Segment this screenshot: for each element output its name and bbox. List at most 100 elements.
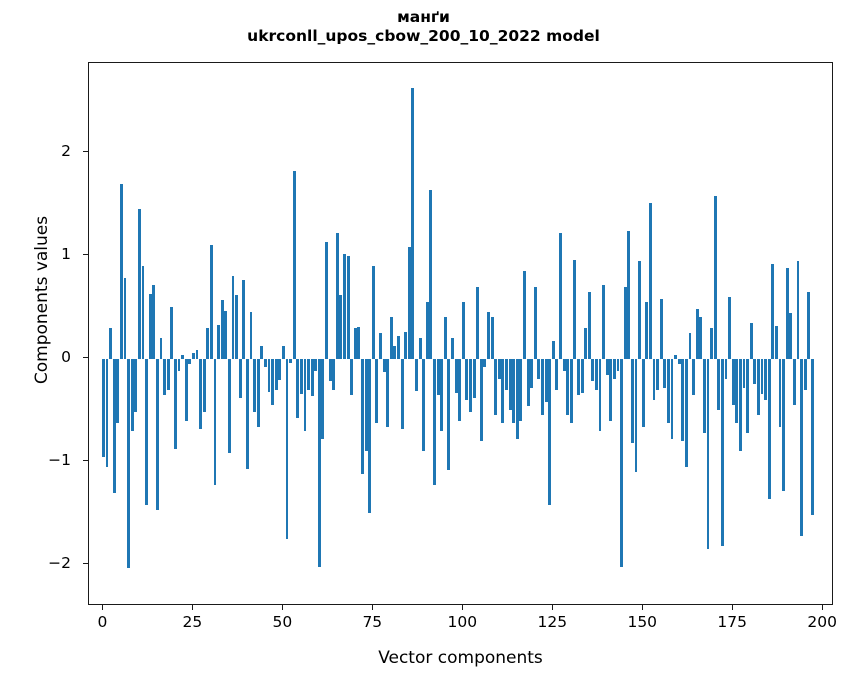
bar	[472, 358, 476, 398]
bar	[159, 338, 163, 359]
bar	[155, 358, 159, 511]
bar	[638, 260, 642, 359]
bar	[415, 358, 418, 391]
bar	[497, 358, 501, 380]
bar	[152, 284, 156, 359]
bar	[274, 358, 278, 390]
bar	[800, 358, 804, 536]
bar-series	[89, 63, 832, 604]
bar	[738, 358, 742, 452]
x-tick-mark	[641, 605, 643, 610]
bar	[717, 358, 721, 411]
bar	[695, 309, 699, 359]
bar	[720, 358, 724, 547]
bar	[137, 209, 141, 359]
bar	[577, 358, 580, 395]
bar	[314, 358, 318, 372]
x-tick-label: 175	[717, 613, 748, 631]
x-tick-mark	[281, 605, 283, 610]
bar	[526, 358, 530, 407]
bar	[289, 358, 292, 363]
bar	[433, 358, 436, 486]
bar	[541, 358, 544, 416]
bar	[609, 358, 613, 421]
bar	[368, 358, 372, 514]
chart-title-line-1: манґи	[397, 8, 450, 26]
bar	[281, 346, 285, 359]
bar	[206, 327, 210, 359]
bar	[245, 358, 249, 469]
bar	[649, 203, 652, 359]
bar	[148, 293, 152, 359]
bar	[209, 245, 213, 359]
bar	[548, 358, 552, 505]
bar	[602, 284, 606, 359]
bar	[127, 358, 131, 568]
x-tick-mark	[821, 605, 823, 610]
bar	[785, 268, 789, 359]
x-tick-label: 25	[182, 613, 203, 631]
bar	[443, 317, 447, 359]
bar	[357, 326, 361, 359]
bar	[620, 358, 624, 567]
bar	[569, 358, 573, 423]
bar	[382, 358, 386, 373]
bar	[181, 354, 184, 359]
x-tick-label: 125	[537, 613, 568, 631]
bar	[677, 358, 681, 364]
bar	[487, 312, 490, 359]
bar	[328, 358, 332, 382]
bar	[224, 311, 228, 359]
bar	[523, 271, 526, 359]
x-tick-mark	[731, 605, 733, 610]
bar	[101, 358, 105, 457]
bar	[213, 358, 217, 486]
bar	[371, 265, 375, 359]
bar	[634, 358, 638, 473]
x-tick-label: 100	[447, 613, 478, 631]
x-tick-label: 150	[627, 613, 658, 631]
bar	[461, 302, 465, 359]
bar	[202, 358, 206, 413]
x-tick-label: 0	[97, 613, 108, 631]
bar	[123, 278, 127, 359]
bar	[379, 332, 382, 359]
bar	[508, 358, 512, 411]
bar	[375, 358, 379, 423]
bar	[184, 358, 188, 421]
bar	[667, 358, 670, 423]
bar	[591, 358, 595, 382]
bar	[807, 291, 811, 359]
bar	[353, 327, 357, 359]
chart-title-line-2: ukrconll_upos_cbow_200_10_2022 model	[247, 26, 600, 45]
bar	[627, 230, 631, 359]
bar	[706, 358, 710, 550]
bar	[231, 276, 235, 359]
bar	[109, 327, 113, 359]
bar	[271, 358, 274, 406]
bar	[292, 171, 296, 359]
bar	[688, 332, 692, 359]
bar	[501, 358, 505, 423]
bar	[710, 327, 714, 359]
bar	[764, 358, 768, 400]
bar	[519, 358, 523, 421]
bar	[494, 358, 498, 416]
y-axis-label: Components values	[32, 215, 52, 385]
bar	[425, 302, 429, 359]
bar	[310, 358, 314, 396]
bar	[803, 358, 807, 390]
bar	[389, 317, 393, 359]
y-tick-label: 1	[61, 244, 71, 263]
bar	[810, 358, 814, 516]
bar	[580, 358, 584, 393]
bar	[343, 253, 346, 359]
bar	[771, 263, 775, 359]
bar	[260, 346, 264, 359]
bar	[112, 358, 116, 493]
bar	[163, 358, 166, 395]
bar	[749, 322, 753, 359]
plot-area	[88, 62, 833, 605]
bar	[235, 294, 238, 359]
bar	[670, 358, 674, 440]
